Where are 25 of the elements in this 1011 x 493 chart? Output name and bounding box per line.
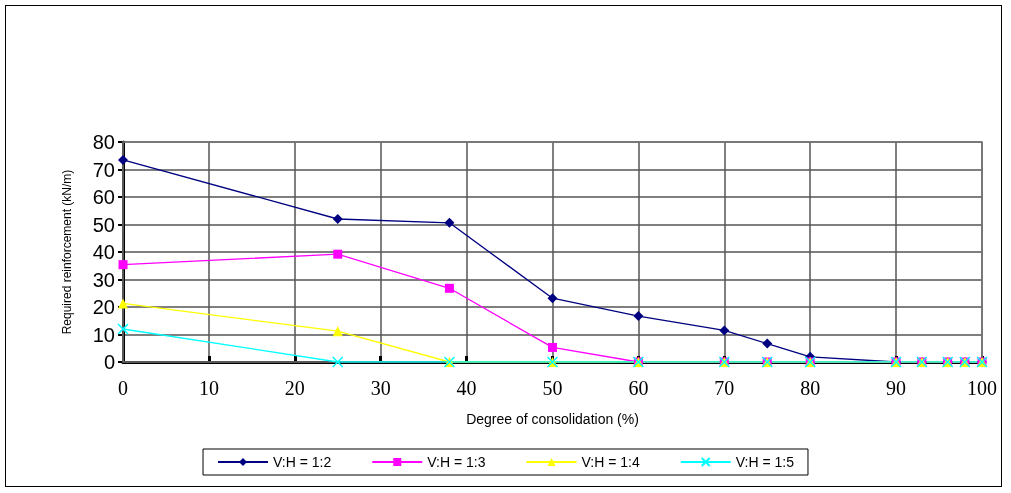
y-tick-label: 40 [92,241,115,263]
x-axis-title: Degree of consolidation (%) [466,411,639,427]
x-tick-label: 60 [628,377,649,399]
y-tick-label: 10 [92,323,115,346]
y-tick-label: 60 [92,186,115,208]
y-tick-label: 30 [92,268,115,291]
legend-label: V:H = 1:3 [427,454,486,470]
x-tick-label: 30 [370,377,391,399]
x-tick-label: 10 [198,377,219,399]
y-tick-label: 70 [92,158,115,181]
x-tick-label: 20 [284,377,305,399]
y-axis-title: Required reinforcement (kN/m) [60,169,74,335]
y-tick-label: 50 [92,213,115,236]
x-tick-label: 50 [542,377,563,399]
legend-label: V:H = 1:5 [735,454,795,470]
x-tick-label: 90 [886,377,907,399]
x-tick-label: 70 [714,377,735,399]
x-tick-label: 80 [800,377,821,399]
legend-label: V:H = 1:4 [581,454,640,470]
x-tick-label: 40 [456,377,477,399]
x-tick-label: 100 [967,377,997,399]
y-tick-label: 20 [92,296,115,318]
legend-label: V:H = 1:2 [273,454,332,470]
y-tick-label: 0 [103,351,115,373]
y-tick-label: 80 [92,131,115,153]
